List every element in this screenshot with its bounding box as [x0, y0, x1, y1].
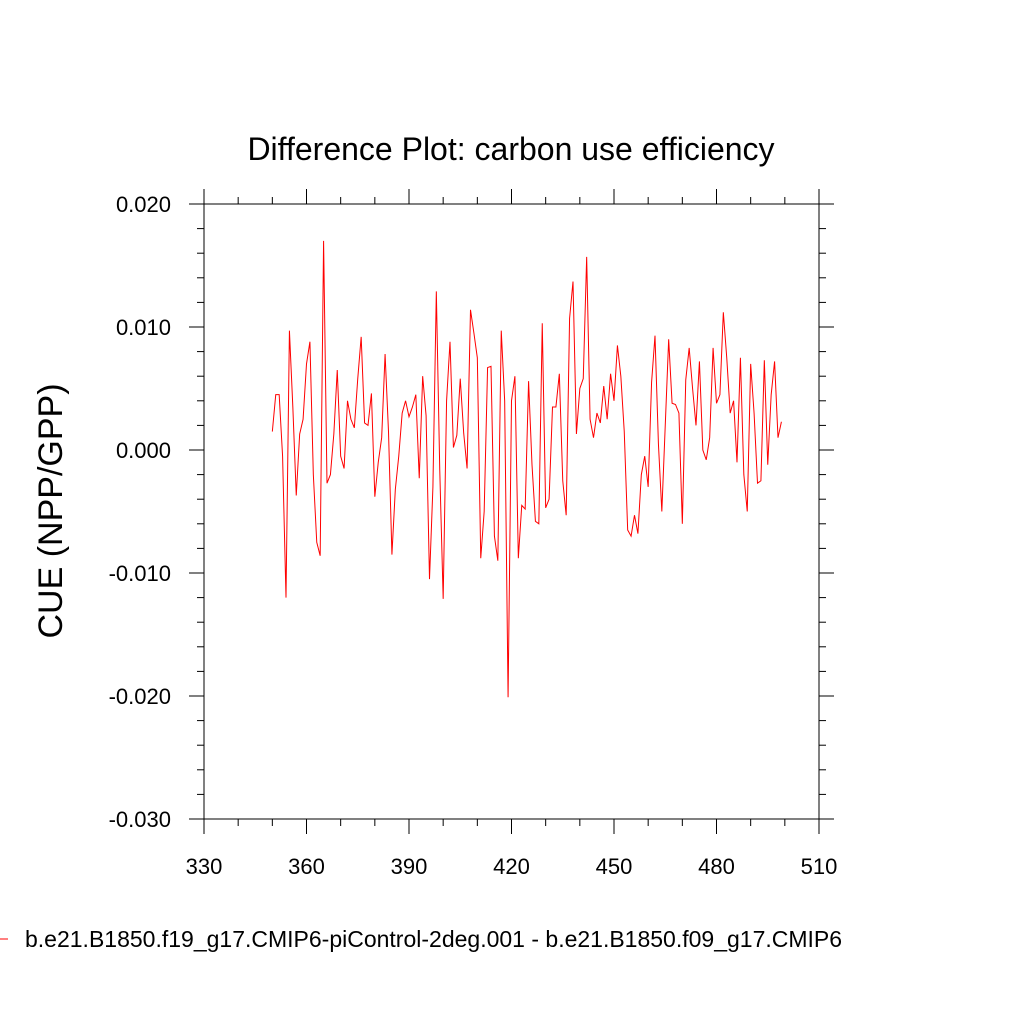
y-tick-label: -0.010 — [109, 561, 171, 586]
y-tick-label: 0.020 — [116, 192, 171, 217]
x-tick-label: 510 — [801, 854, 838, 879]
x-tick-label: 450 — [596, 854, 633, 879]
series-line — [271, 240, 782, 698]
x-tick-label: 360 — [288, 854, 325, 879]
axis-ticks — [189, 189, 834, 834]
axis-tick-labels: 330 360 390 420 450 480 510 0.020 0.010 0.000 -0.0… — [109, 192, 838, 879]
legend-label: b.e21.B1850.f19_g17.CMIP6-piControl-2deg… — [25, 926, 842, 952]
x-tick-label: 420 — [493, 854, 530, 879]
chart-title: Difference Plot: carbon use efficiency — [247, 131, 774, 167]
plot-frame — [203, 203, 820, 820]
x-tick-label: 390 — [391, 854, 428, 879]
legend: b.e21.B1850.f19_g17.CMIP6-piControl-2deg… — [0, 926, 842, 952]
x-tick-label: 330 — [186, 854, 223, 879]
series-layer — [271, 240, 782, 698]
x-tick-label: 480 — [698, 854, 735, 879]
y-axis-label: CUE (NPP/GPP) — [32, 383, 70, 638]
y-tick-label: 0.000 — [116, 438, 171, 463]
y-tick-label: -0.020 — [109, 684, 171, 709]
y-tick-label: -0.030 — [109, 807, 171, 832]
y-tick-label: 0.010 — [116, 315, 171, 340]
